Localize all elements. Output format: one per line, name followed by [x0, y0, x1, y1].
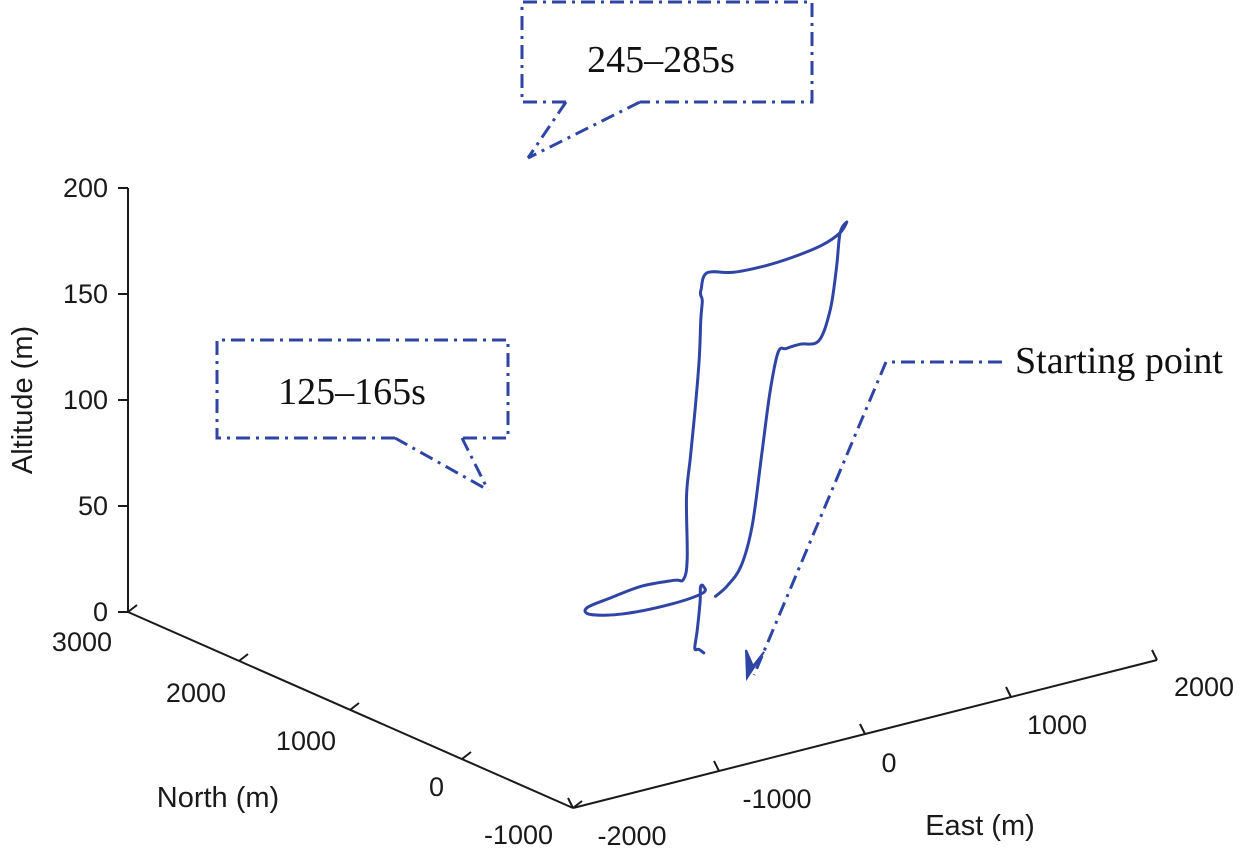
trajectory-line: [583, 220, 849, 655]
north-tick-label: -1000: [484, 820, 553, 850]
annotation-label-starting-point: Starting point: [1015, 340, 1223, 382]
north-tick-mark: [572, 800, 583, 809]
annotation-245-285s: [520, 0, 814, 160]
annotation-starting-point: [752, 360, 1002, 676]
north-tick-mark: [238, 653, 249, 662]
east-tick-label: 0: [881, 748, 896, 778]
altitude-ticks: [118, 187, 128, 613]
callout-box-125-165s: [215, 338, 510, 440]
east-tick-mark: [713, 760, 720, 772]
north-tick-label: 1000: [276, 726, 336, 756]
north-ticks: [127, 604, 583, 809]
altitude-axis-label: Altitude (m): [7, 326, 39, 474]
callout-leader-245-285s: [527, 100, 641, 160]
east-tick-label: -1000: [742, 784, 811, 814]
east-tick-mark: [859, 723, 866, 735]
callout-leader-125-165s: [394, 436, 489, 492]
annotation-label-125-165s: 125–165s: [278, 371, 426, 413]
altitude-tick-label: 50: [78, 491, 108, 521]
north-tick-mark: [349, 702, 360, 711]
callout-leader-245-285s: [526, 101, 568, 159]
starting-point-leader: [752, 361, 888, 676]
north-tick-label: 2000: [166, 678, 226, 708]
north-tick-label: 0: [429, 772, 444, 802]
annotation-125-165s: [215, 338, 510, 492]
north-tick-label: 3000: [52, 627, 112, 657]
east-tick-mark: [567, 797, 574, 809]
north-tick-mark: [461, 751, 472, 760]
altitude-tick-label: 200: [63, 173, 108, 203]
starting-point-arrowhead: [745, 649, 765, 682]
annotation-label-245-285s: 245–285s: [587, 39, 735, 81]
altitude-tick-label: 150: [63, 279, 108, 309]
altitude-tick-label: 0: [93, 597, 108, 627]
callout-box-245-285s: [520, 0, 814, 104]
east-tick-label: -2000: [597, 821, 666, 851]
callout-leader-125-165s: [460, 437, 490, 491]
altitude-tick-label: 100: [63, 385, 108, 415]
east-axis-label: East (m): [925, 810, 1035, 842]
east-tick-label: 2000: [1174, 672, 1234, 702]
east-ticks: [567, 649, 1158, 809]
east-tick-mark: [1151, 649, 1158, 661]
east-tick-label: 1000: [1027, 710, 1087, 740]
north-tick-mark: [127, 604, 138, 613]
east-tick-mark: [1005, 686, 1012, 698]
north-axis-label: North (m): [157, 782, 279, 814]
